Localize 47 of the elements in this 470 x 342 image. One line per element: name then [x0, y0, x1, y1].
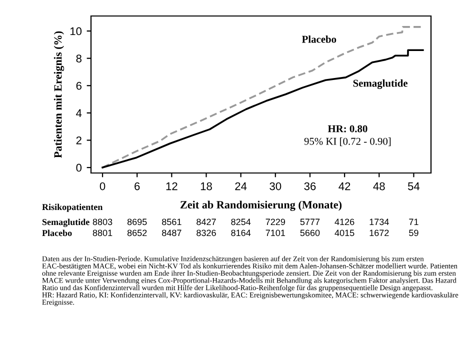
y-tick-label: 0 [76, 164, 82, 172]
text: 1672 [370, 230, 389, 236]
text: Placebo [42, 230, 72, 236]
y-tick-label: 6 [76, 82, 82, 90]
text: 8801 [92, 230, 112, 236]
y-tick-label: 2 [76, 136, 82, 144]
text: 1734 [370, 218, 389, 226]
text: 8487 [162, 230, 182, 236]
line-series [102, 26, 423, 168]
x-tick-label: 24 [235, 182, 247, 190]
x-tick-label: 12 [166, 182, 178, 190]
text: Risikopatienten [42, 204, 103, 212]
text: 7101 [266, 230, 286, 236]
line-series [102, 49, 424, 168]
text: 7229 [266, 218, 286, 226]
text: 8652 [127, 230, 147, 236]
x-tick-label: 42 [338, 182, 350, 190]
series-label: Semaglutide [353, 79, 408, 89]
y-tick-label: 4 [76, 109, 82, 117]
x-axis-title: Zeit ab Randomisierung (Monate) [180, 200, 342, 211]
x-tick-label: 48 [373, 182, 385, 190]
y-tick-label: 10 [70, 27, 82, 36]
annotation: 95% KI [0.72 - 0.90] [304, 138, 391, 146]
text: 4015 [334, 230, 354, 236]
x-tick-label: 36 [304, 182, 316, 190]
y-tick-label: 8 [76, 54, 82, 62]
x-tick-label: 18 [200, 182, 212, 190]
annotation: HR: 0.80 [328, 125, 368, 132]
text: 8164 [231, 230, 251, 236]
text: 5660 [300, 230, 320, 236]
text: 8427 [196, 218, 216, 226]
text: 59 [409, 230, 418, 236]
text: 71 [409, 218, 418, 225]
x-tick-label: 6 [134, 182, 140, 190]
text: 8695 [127, 218, 147, 226]
y-axis-title: Patienten mit Ereignis (%) [54, 31, 64, 158]
x-tick-label: 30 [270, 182, 282, 190]
text: 4126 [334, 218, 354, 226]
text: 8254 [231, 218, 251, 226]
text: 8561 [162, 218, 182, 226]
text: 5777 [300, 218, 320, 226]
x-tick-label: 54 [408, 182, 420, 190]
text: 8803 [92, 218, 112, 226]
x-tick-label: 0 [100, 182, 106, 190]
text: 8326 [196, 230, 216, 236]
series-label: Placebo [302, 35, 336, 43]
text: Semaglutide [42, 218, 90, 227]
